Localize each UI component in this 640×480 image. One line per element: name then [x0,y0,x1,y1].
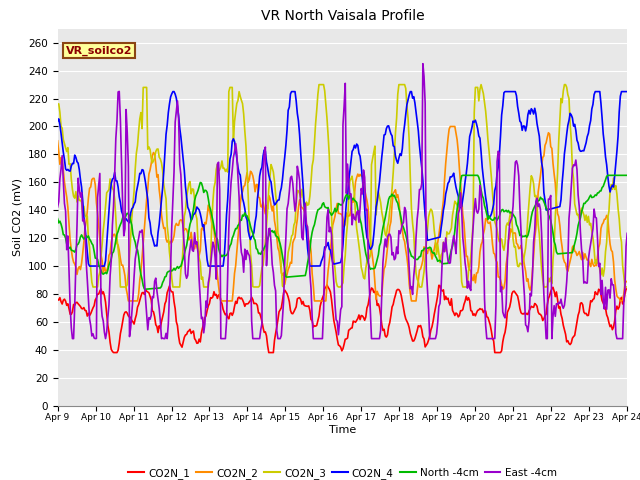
CO2N_4 [326,247,334,253]
East -4cm [329,264,337,269]
CO2N_3 [54,101,61,107]
CO2N_2 [612,286,620,292]
Line: CO2N_4: CO2N_4 [58,92,627,266]
X-axis label: Time: Time [329,425,356,435]
Line: CO2N_2: CO2N_2 [58,127,627,301]
CO2N_1 [612,308,620,313]
CO2N_2 [325,258,333,264]
Line: East -4cm: East -4cm [58,64,627,338]
CO2N_1 [326,289,334,295]
CO2N_4 [86,263,93,269]
CO2N_1 [54,296,61,302]
CO2N_4 [330,261,338,267]
CO2N_1 [330,318,338,324]
CO2N_2 [447,124,454,130]
CO2N_4 [523,122,531,128]
CO2N_1 [395,287,403,292]
CO2N_4 [54,118,61,124]
CO2N_1 [364,302,372,308]
CO2N_4 [623,89,631,95]
CO2N_2 [523,278,531,284]
East -4cm [612,330,620,336]
CO2N_2 [329,222,337,228]
Line: North -4cm: North -4cm [58,175,627,289]
East -4cm [54,204,61,210]
CO2N_3 [612,183,620,189]
Legend: CO2N_1, CO2N_2, CO2N_3, CO2N_4, North -4cm, East -4cm: CO2N_1, CO2N_2, CO2N_3, CO2N_4, North -4… [124,464,561,480]
East -4cm [623,230,631,236]
CO2N_3 [330,256,338,262]
North -4cm [54,216,61,222]
CO2N_3 [395,82,403,87]
East -4cm [363,206,371,212]
CO2N_3 [326,187,334,193]
East -4cm [523,324,531,329]
North -4cm [394,200,402,206]
CO2N_1 [109,350,117,356]
CO2N_2 [623,278,631,284]
Y-axis label: Soil CO2 (mV): Soil CO2 (mV) [13,178,22,256]
North -4cm [623,172,631,178]
North -4cm [612,172,620,178]
CO2N_4 [364,238,372,243]
CO2N_4 [612,161,620,167]
CO2N_1 [623,286,631,292]
East -4cm [419,61,427,67]
North -4cm [523,234,531,240]
CO2N_2 [363,198,371,204]
CO2N_4 [169,89,177,95]
Line: CO2N_3: CO2N_3 [58,84,627,287]
CO2N_3 [89,284,97,290]
North -4cm [141,287,149,292]
Title: VR North Vaisala Profile: VR North Vaisala Profile [260,10,424,24]
Text: VR_soilco2: VR_soilco2 [66,45,132,56]
CO2N_3 [315,82,323,87]
CO2N_3 [623,284,631,290]
CO2N_2 [54,138,61,144]
North -4cm [363,255,371,261]
East -4cm [325,229,333,235]
North -4cm [325,209,333,215]
CO2N_3 [523,233,531,239]
CO2N_3 [364,250,372,255]
North -4cm [459,172,467,178]
East -4cm [68,336,76,341]
CO2N_2 [394,192,402,198]
CO2N_1 [523,311,531,316]
CO2N_1 [323,282,331,288]
CO2N_4 [395,155,403,161]
East -4cm [394,251,402,257]
Line: CO2N_1: CO2N_1 [58,285,627,353]
CO2N_2 [125,298,132,304]
North -4cm [329,211,337,216]
